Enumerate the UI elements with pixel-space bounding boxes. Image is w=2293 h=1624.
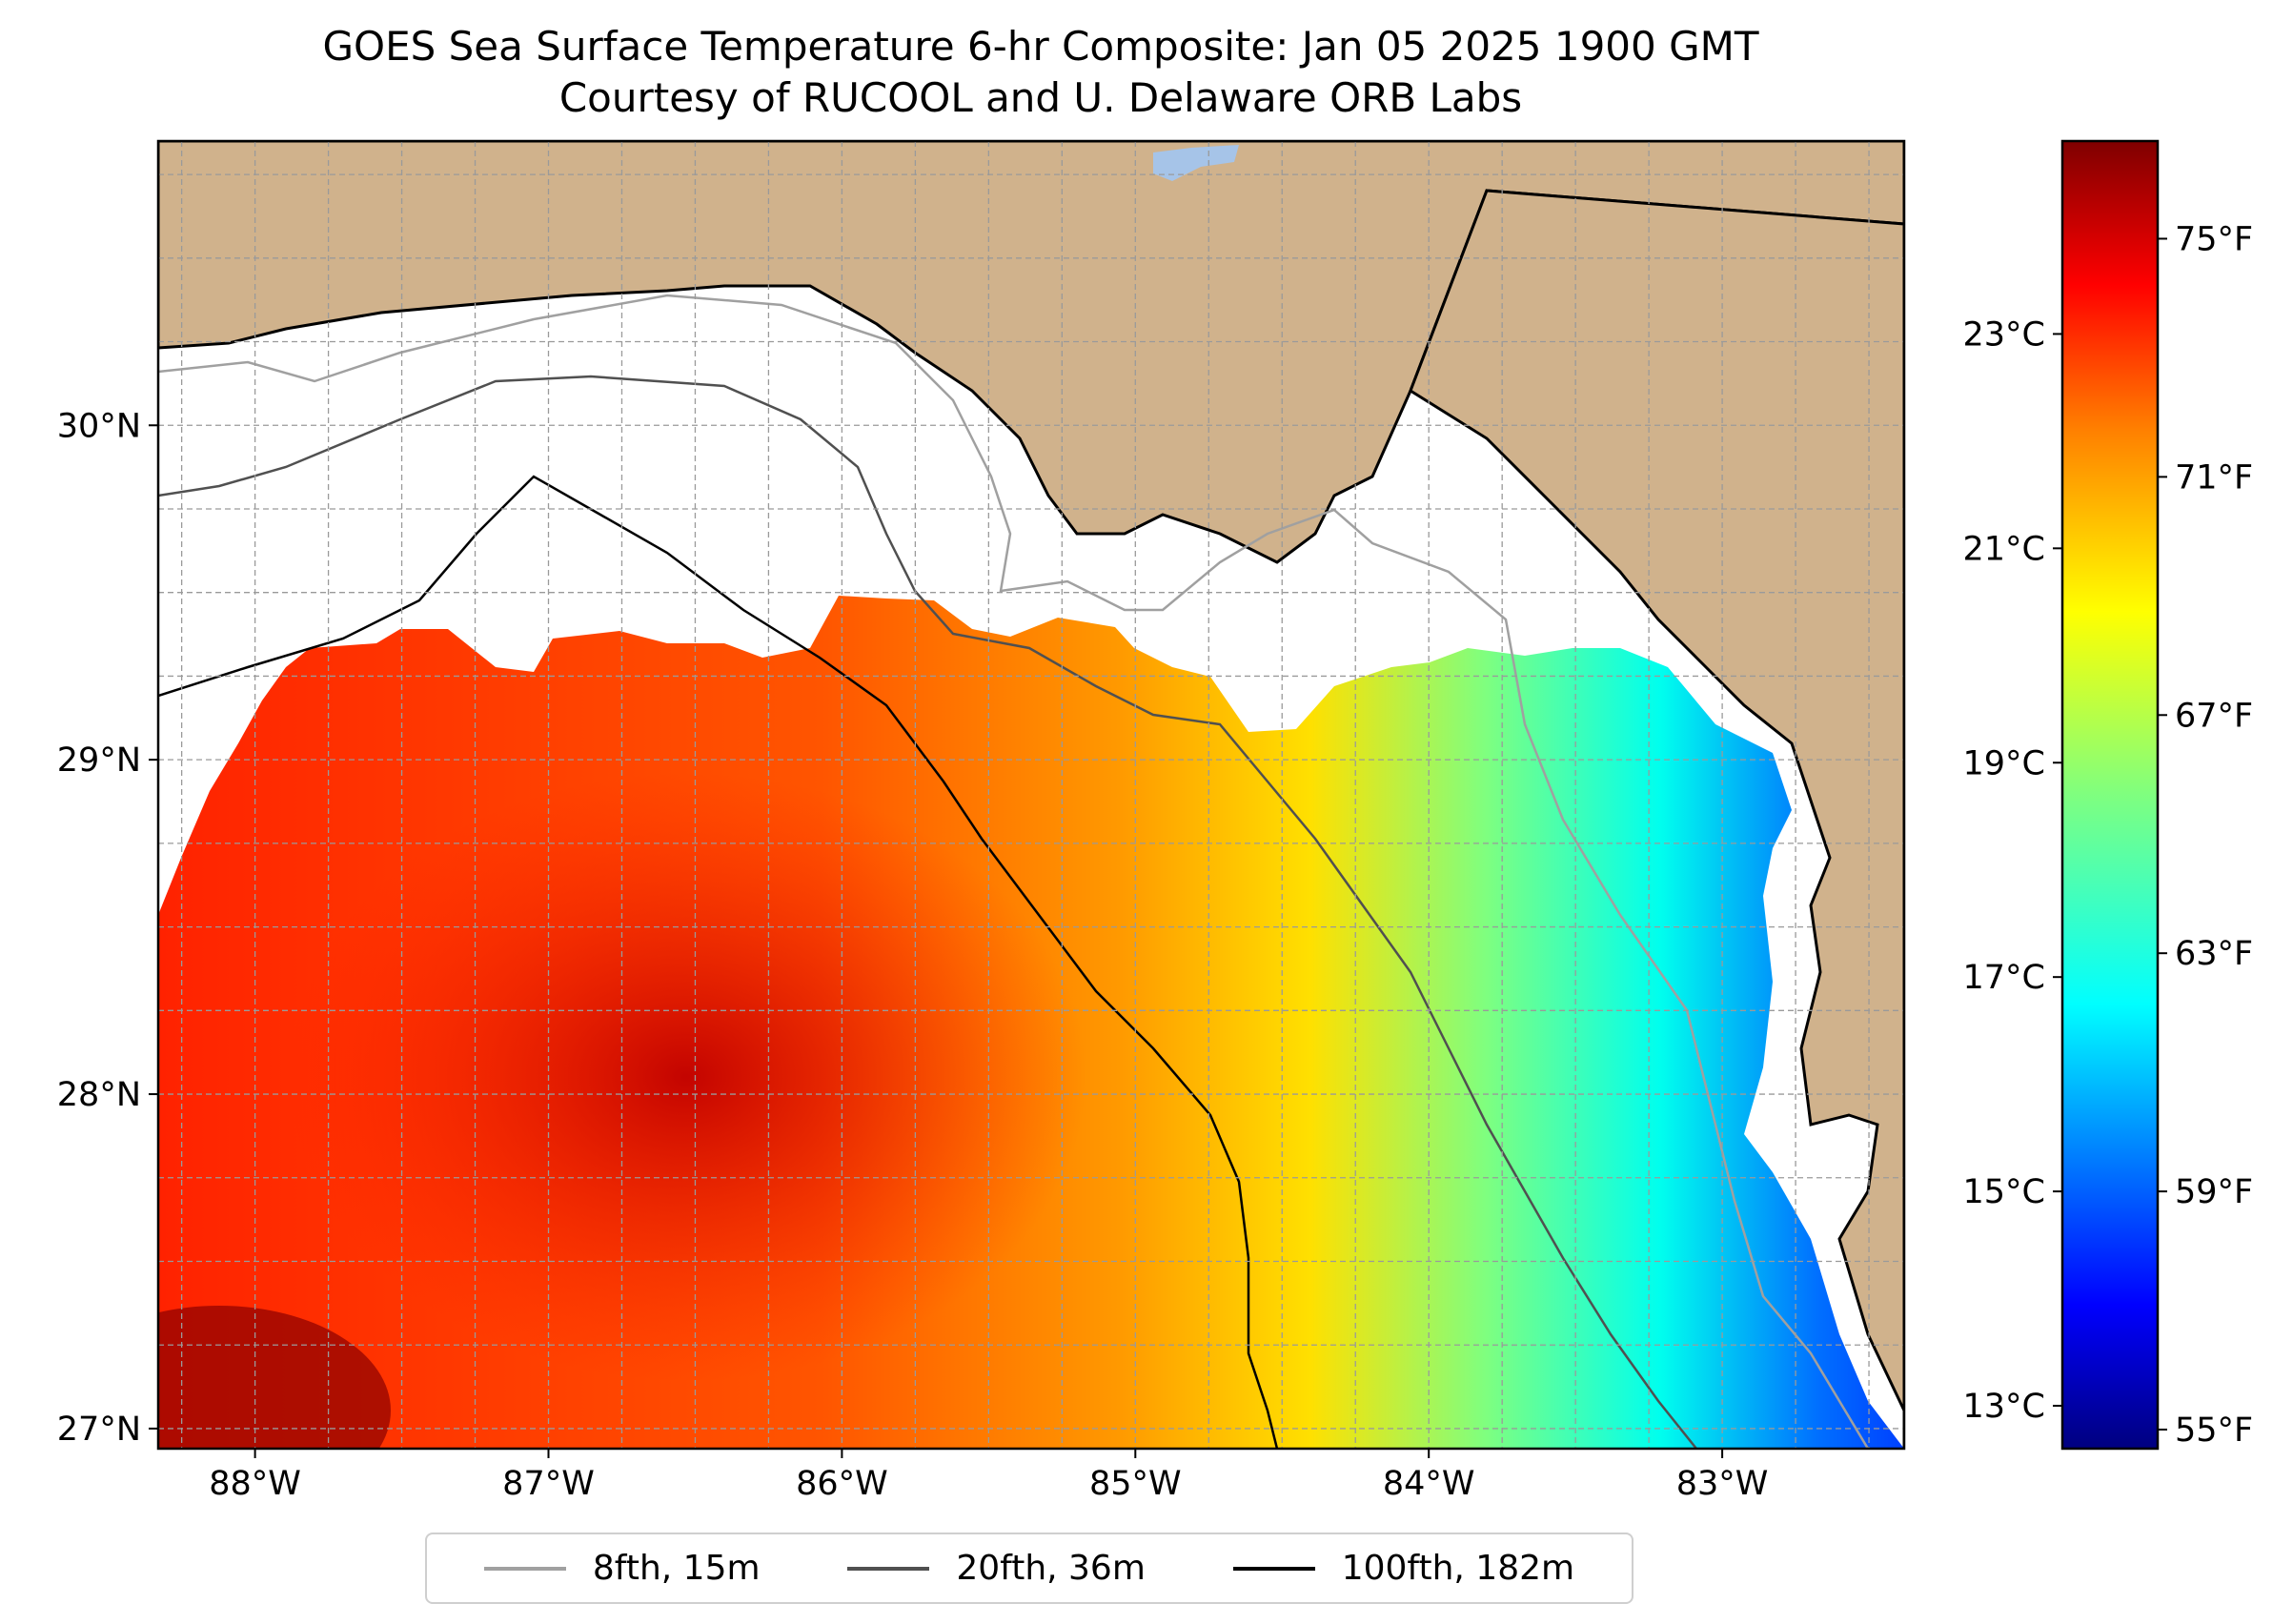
warm-core-eddy [286,772,1086,1382]
fahrenheit-tick-label: 75°F [2175,220,2253,258]
lat-tick-label: 29°N [57,741,141,780]
depth-contour-legend: 8fth, 15m 20fth, 36m 100fth, 182m [425,1533,1634,1604]
deep-warm-patch [158,1306,391,1449]
fahrenheit-tick-label: 71°F [2175,458,2253,497]
lat-tick-label: 28°N [57,1076,141,1114]
celsius-tick-label: 21°C [1963,530,2045,568]
gridlines [158,141,1904,1449]
legend-item-20fth: 20fth, 36m [847,1549,1146,1588]
map-frame [156,139,1906,1451]
celsius-tick-label: 19°C [1963,744,2045,782]
lon-tick-label: 86°W [796,1465,888,1503]
legend-line-8fth [483,1566,566,1571]
celsius-tick-label: 17°C [1963,959,2045,997]
map-subtitle: Courtesy of RUCOOL and U. Delaware ORB L… [558,74,1523,121]
legend-item-100fth: 100fth, 182m [1232,1549,1575,1588]
fahrenheit-tick-label: 55°F [2175,1411,2253,1450]
axis-ticks: 88°W 87°W 86°W 85°W 84°W 83°W 27°N 28°N 29°N 30°N [57,407,1769,1503]
land-north [158,141,1904,564]
legend-label-100fth: 100fth, 182m [1341,1549,1575,1588]
legend-label-8fth: 8fth, 15m [592,1549,761,1588]
contour-20fth [158,375,1697,1449]
lon-tick-label: 88°W [209,1465,301,1503]
celsius-tick-label: 13°C [1963,1388,2045,1426]
fahrenheit-tick-label: 67°F [2175,697,2253,735]
lat-tick-label: 30°N [57,407,141,445]
legend-line-100fth [1232,1566,1315,1571]
map-title: GOES Sea Surface Temperature 6-hr Compos… [322,23,1759,70]
lat-tick-label: 27°N [57,1411,141,1449]
lon-tick-label: 84°W [1383,1465,1475,1503]
lon-tick-label: 83°W [1676,1465,1769,1503]
legend-item-8fth: 8fth, 15m [483,1549,761,1588]
lon-tick-label: 85°W [1089,1465,1182,1503]
map-plot-area [158,141,1904,1449]
contour-8fth [158,294,1870,1449]
colorbar [2060,139,2160,1451]
legend-line-20fth [847,1566,930,1571]
celsius-tick-label: 15°C [1963,1173,2045,1211]
fahrenheit-tick-label: 59°F [2175,1173,2253,1211]
legend-label-20fth: 20fth, 36m [956,1549,1146,1588]
land-florida-peninsula [1409,189,1904,1449]
lon-tick-label: 87°W [502,1465,595,1503]
colorbar-ticks: 13°C 15°C 17°C 19°C 21°C 23°C 55°F 59°F 63°F 67°F… [1963,220,2254,1450]
fahrenheit-tick-label: 63°F [2175,935,2253,973]
celsius-tick-label: 23°C [1963,315,2045,354]
lake [1153,145,1239,181]
